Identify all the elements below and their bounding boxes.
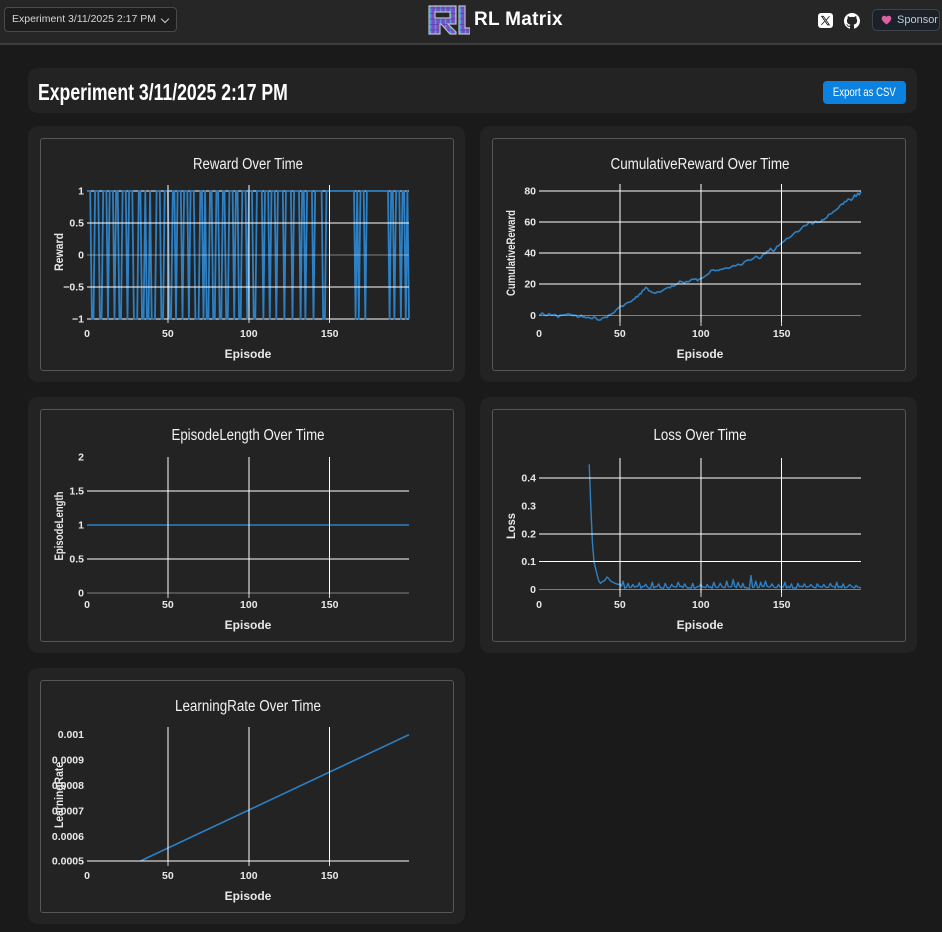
svg-text:0: 0 [530, 584, 536, 596]
svg-text:150: 150 [773, 599, 791, 611]
svg-text:EpisodeLength: EpisodeLength [54, 492, 66, 561]
svg-text:Episode: Episode [225, 347, 272, 361]
svg-text:150: 150 [321, 328, 339, 340]
svg-text:Loss: Loss [506, 513, 518, 539]
svg-text:0.5: 0.5 [69, 218, 84, 230]
svg-text:150: 150 [321, 599, 339, 611]
svg-text:100: 100 [240, 599, 258, 611]
svg-text:1.5: 1.5 [69, 486, 84, 498]
svg-text:Reward: Reward [54, 233, 66, 271]
svg-text:Episode: Episode [225, 889, 272, 903]
svg-text:CumulativeReward: CumulativeReward [506, 210, 518, 296]
svg-text:0.0007: 0.0007 [52, 805, 84, 817]
svg-text:2: 2 [78, 452, 84, 464]
svg-text:−0.5: −0.5 [63, 282, 84, 294]
svg-text:100: 100 [692, 599, 710, 611]
svg-text:0.2: 0.2 [521, 528, 536, 540]
svg-text:Loss Over Time: Loss Over Time [654, 427, 747, 444]
svg-text:0: 0 [536, 328, 542, 340]
svg-text:60: 60 [524, 217, 536, 229]
svg-text:20: 20 [524, 279, 536, 291]
svg-text:Episode: Episode [677, 618, 724, 632]
svg-text:50: 50 [614, 328, 626, 340]
svg-text:0.3: 0.3 [521, 501, 536, 513]
svg-text:0: 0 [84, 599, 90, 611]
svg-text:80: 80 [524, 186, 536, 198]
svg-text:1: 1 [78, 186, 84, 198]
svg-text:50: 50 [162, 870, 174, 882]
svg-text:0.0009: 0.0009 [52, 755, 84, 767]
svg-text:0.0008: 0.0008 [52, 780, 84, 792]
svg-text:100: 100 [240, 328, 258, 340]
svg-text:EpisodeLength Over Time: EpisodeLength Over Time [172, 427, 325, 444]
svg-text:−1: −1 [72, 314, 84, 326]
svg-text:LearningRate: LearningRate [54, 762, 66, 828]
svg-text:40: 40 [524, 248, 536, 260]
svg-text:1: 1 [78, 520, 84, 532]
svg-text:0.0005: 0.0005 [52, 856, 84, 868]
svg-text:0: 0 [84, 870, 90, 882]
svg-text:0: 0 [84, 328, 90, 340]
svg-text:Reward Over Time: Reward Over Time [193, 156, 303, 173]
svg-text:50: 50 [614, 599, 626, 611]
svg-text:0.5: 0.5 [69, 554, 84, 566]
svg-text:0.1: 0.1 [521, 556, 536, 568]
svg-text:LearningRate Over Time: LearningRate Over Time [175, 698, 321, 715]
svg-text:Episode: Episode [225, 618, 272, 632]
svg-text:CumulativeReward Over Time: CumulativeReward Over Time [611, 156, 790, 173]
svg-text:0.0006: 0.0006 [52, 831, 84, 843]
svg-text:50: 50 [162, 599, 174, 611]
svg-text:100: 100 [692, 328, 710, 340]
svg-text:0.4: 0.4 [521, 473, 536, 485]
svg-text:0.001: 0.001 [58, 729, 84, 741]
svg-text:Episode: Episode [677, 347, 724, 361]
svg-text:0: 0 [78, 250, 84, 262]
svg-text:100: 100 [240, 870, 258, 882]
svg-text:50: 50 [162, 328, 174, 340]
svg-text:0: 0 [536, 599, 542, 611]
svg-text:150: 150 [321, 870, 339, 882]
svg-text:0: 0 [78, 588, 84, 600]
svg-text:150: 150 [773, 328, 791, 340]
svg-text:0: 0 [530, 310, 536, 322]
